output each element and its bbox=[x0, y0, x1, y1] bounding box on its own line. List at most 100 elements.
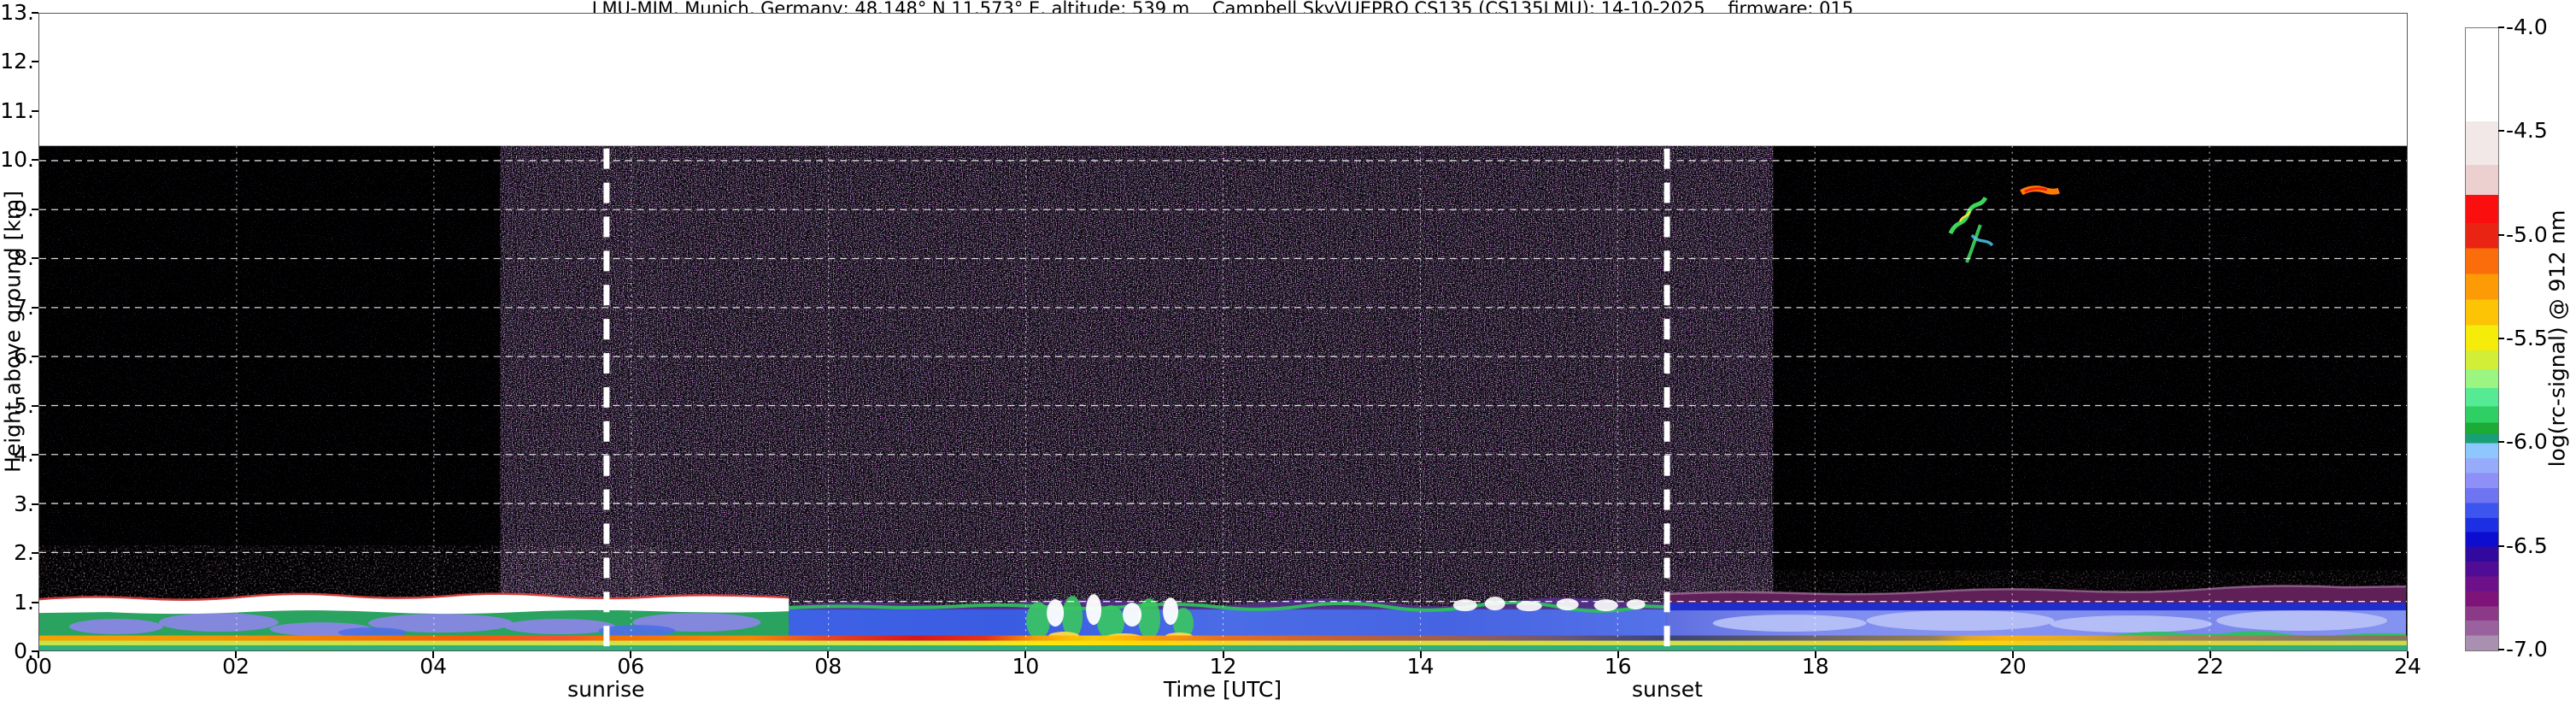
surface-orange-streak bbox=[39, 635, 2407, 643]
colorbar-tick-label: -7.0 bbox=[2506, 637, 2548, 662]
y-tick-label: 0. bbox=[14, 638, 34, 663]
lavender-patch bbox=[68, 619, 163, 635]
white-plume bbox=[1047, 599, 1065, 627]
y-tick-label: 13. bbox=[0, 0, 34, 25]
x-tick-mark bbox=[38, 651, 39, 658]
y-tick-mark bbox=[32, 257, 38, 260]
x-tick-label: 08 bbox=[814, 654, 842, 679]
x-axis-label: Time [UTC] bbox=[1163, 677, 1282, 702]
y-tick-label: 3. bbox=[14, 491, 34, 516]
white-plume bbox=[1086, 594, 1102, 626]
pale-blue-patch bbox=[1866, 610, 2055, 632]
noise-layers bbox=[39, 145, 2407, 650]
white-crest bbox=[1452, 599, 1477, 612]
y-tick-mark bbox=[32, 552, 38, 555]
y-tick-label: 9. bbox=[14, 196, 34, 221]
y-tick-mark bbox=[32, 61, 38, 63]
y-tick-mark bbox=[32, 404, 38, 407]
sunrise-annotation: sunrise bbox=[567, 677, 645, 702]
x-tick-mark bbox=[2011, 651, 2014, 658]
white-crest bbox=[1593, 599, 1618, 612]
white-plume bbox=[1123, 603, 1142, 627]
x-tick-label: 22 bbox=[2197, 654, 2224, 679]
y-axis-label: Height above ground [km] bbox=[0, 191, 26, 473]
colorbar-tick-label: -5.0 bbox=[2506, 221, 2548, 247]
y-tick-label: 10. bbox=[0, 147, 34, 173]
green-plume bbox=[1138, 598, 1161, 640]
y-tick-label: 1. bbox=[14, 589, 34, 615]
y-tick-label: 11. bbox=[0, 97, 34, 123]
green-plume bbox=[1062, 596, 1083, 639]
x-tick-mark bbox=[1024, 651, 1027, 658]
colorbar-tick-label: -4.0 bbox=[2506, 15, 2548, 39]
x-tick-label: 00 bbox=[25, 654, 52, 679]
y-tick-label: 6. bbox=[14, 344, 34, 369]
x-tick-mark bbox=[827, 651, 830, 658]
y-tick-mark bbox=[32, 12, 38, 14]
blue-patch bbox=[337, 627, 407, 638]
white-crest bbox=[1626, 599, 1646, 610]
pale-blue-patch bbox=[2050, 615, 2213, 633]
x-tick-label: 12 bbox=[1209, 654, 1237, 679]
y-tick-mark bbox=[32, 454, 38, 456]
pale-blue-patch bbox=[1712, 615, 1867, 632]
x-tick-label: 16 bbox=[1604, 654, 1632, 679]
red-fringe bbox=[39, 592, 789, 601]
day-green-top-line bbox=[789, 600, 1667, 613]
green-plume bbox=[1097, 605, 1125, 640]
white-crest bbox=[1556, 598, 1579, 611]
x-tick-label: 02 bbox=[222, 654, 249, 679]
evening-dark-blue-band bbox=[1666, 601, 2407, 611]
y-tick-mark bbox=[32, 356, 38, 358]
white-crest bbox=[1516, 601, 1542, 612]
heatmap-plot-area bbox=[38, 13, 2408, 651]
x-tick-label: 04 bbox=[420, 654, 448, 679]
x-tick-label: 14 bbox=[1406, 654, 1435, 679]
cirrus-red-core bbox=[2024, 187, 2048, 193]
y-tick-label: 5. bbox=[14, 392, 34, 418]
y-tick-label: 4. bbox=[14, 442, 34, 468]
x-tick-mark bbox=[2407, 651, 2409, 658]
x-tick-label: 10 bbox=[1012, 654, 1040, 679]
blue-patch bbox=[598, 625, 676, 638]
colorbar bbox=[2465, 27, 2499, 651]
y-tick-mark bbox=[32, 159, 38, 162]
y-tick-label: 7. bbox=[14, 294, 34, 320]
evening-maroon-cap bbox=[1666, 586, 2407, 603]
x-tick-mark bbox=[1222, 651, 1224, 658]
colorbar-tick-mark bbox=[2498, 26, 2504, 28]
pale-blue-patch bbox=[2216, 610, 2388, 632]
y-tick-mark bbox=[32, 109, 38, 112]
colorbar-tick-mark bbox=[2498, 649, 2504, 650]
colorbar-tick-label: -5.5 bbox=[2506, 326, 2548, 350]
x-tick-label: 06 bbox=[617, 654, 645, 679]
x-tick-mark bbox=[630, 651, 632, 658]
day-blue-bulk bbox=[789, 608, 1667, 641]
y-tick-mark bbox=[32, 503, 38, 505]
x-tick-mark bbox=[1617, 651, 1619, 658]
cirrus-cyan-wisp bbox=[1970, 233, 1994, 247]
surface-yellow-green-strip bbox=[39, 640, 2407, 647]
noise-day bbox=[606, 145, 1668, 650]
y-tick-mark bbox=[32, 208, 38, 210]
green-plume bbox=[1026, 602, 1051, 640]
sunset-annotation: sunset bbox=[1631, 677, 1703, 702]
x-tick-mark bbox=[1419, 651, 1422, 658]
x-tick-mark bbox=[2209, 651, 2211, 658]
lavender-patch bbox=[367, 614, 513, 633]
colorbar-tick-mark bbox=[2498, 544, 2504, 547]
white-plume bbox=[1163, 597, 1179, 626]
x-tick-label: 18 bbox=[1801, 654, 1829, 679]
colorbar-tick-label: -6.5 bbox=[2506, 532, 2548, 558]
white-saturated-layer bbox=[39, 594, 789, 615]
colorbar-tick-mark bbox=[2498, 441, 2504, 444]
sunrise-sunset-lines bbox=[603, 148, 1670, 649]
y-tick-mark bbox=[32, 306, 38, 309]
colorbar-tick-mark bbox=[2498, 130, 2504, 132]
y-tick-mark bbox=[32, 601, 38, 603]
y-tick-label: 8. bbox=[14, 245, 34, 271]
cirrus-yellow-core bbox=[1958, 210, 1971, 222]
x-tick-label: 20 bbox=[1998, 654, 2027, 679]
x-tick-label: 24 bbox=[2394, 654, 2421, 679]
